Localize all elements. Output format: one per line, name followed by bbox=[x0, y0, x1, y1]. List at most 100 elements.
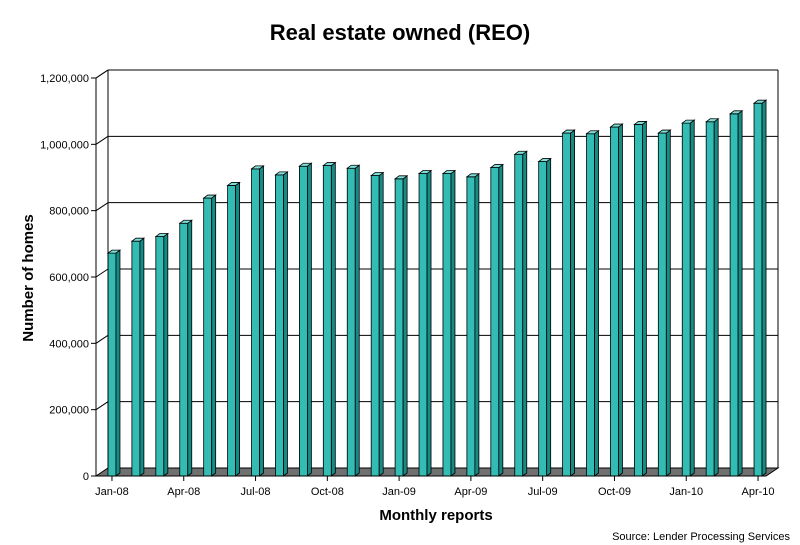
bar-top bbox=[226, 182, 241, 186]
bar-top bbox=[513, 150, 528, 155]
bar bbox=[681, 119, 696, 477]
bar-top bbox=[298, 162, 313, 167]
bar bbox=[752, 99, 768, 477]
bar-face bbox=[155, 236, 165, 477]
bar-face bbox=[586, 133, 595, 477]
bar-top bbox=[106, 249, 122, 254]
x-tick-label: Jan-09 bbox=[382, 486, 416, 498]
x-tick-label: Jul-09 bbox=[528, 486, 558, 498]
x-tick-label: Jan-10 bbox=[669, 486, 703, 498]
bar bbox=[704, 117, 720, 477]
bar-top bbox=[489, 164, 505, 168]
bar-face bbox=[610, 126, 619, 477]
bar-side bbox=[259, 165, 264, 477]
bar-top bbox=[681, 119, 696, 124]
bar bbox=[154, 232, 170, 477]
bar bbox=[106, 249, 122, 477]
bar-top bbox=[561, 129, 576, 134]
x-tick-label: Apr-08 bbox=[167, 486, 200, 498]
axes bbox=[95, 69, 779, 477]
bar-side bbox=[737, 110, 743, 477]
gridline-diag bbox=[95, 202, 109, 212]
bar-top bbox=[657, 129, 672, 134]
bar bbox=[561, 129, 576, 477]
bar-top bbox=[752, 99, 768, 104]
bar bbox=[322, 161, 337, 477]
x-tick-label: Apr-10 bbox=[742, 486, 775, 498]
bar bbox=[298, 162, 313, 477]
bar-top bbox=[465, 173, 481, 178]
y-tick-label: 600,000 bbox=[49, 272, 89, 284]
y-tick-label: 200,000 bbox=[49, 405, 89, 417]
bar-top bbox=[346, 164, 361, 169]
bar-side bbox=[187, 219, 193, 477]
bar-side bbox=[689, 119, 695, 477]
y-axis-ticks: 0 200,000 400,000 600,000 800,000 1,000,000 1,… bbox=[40, 73, 96, 483]
bar-top bbox=[178, 219, 193, 224]
bar-face bbox=[346, 167, 356, 477]
x-tick-label: Jan-08 bbox=[95, 486, 129, 498]
bar bbox=[633, 120, 648, 477]
bar-top bbox=[585, 130, 600, 135]
bar-face bbox=[418, 173, 428, 477]
bar-top bbox=[609, 123, 624, 128]
bar-side bbox=[570, 129, 576, 477]
bar bbox=[274, 171, 289, 477]
bar-top bbox=[417, 170, 433, 174]
bar-side bbox=[618, 123, 623, 477]
bar-face bbox=[466, 176, 476, 477]
bar-face bbox=[562, 132, 572, 477]
bar-face bbox=[633, 124, 643, 477]
bar bbox=[250, 165, 265, 477]
bar bbox=[369, 171, 385, 477]
bar-side bbox=[235, 181, 241, 477]
bar-side bbox=[115, 249, 121, 477]
bar-side bbox=[330, 161, 336, 477]
bar bbox=[728, 110, 744, 477]
bar-side bbox=[522, 150, 528, 477]
bar bbox=[393, 175, 409, 477]
bar-side bbox=[450, 169, 456, 477]
bar-side bbox=[426, 169, 432, 477]
bar bbox=[585, 129, 600, 477]
bar bbox=[178, 219, 193, 477]
bar-face bbox=[657, 132, 667, 477]
bar bbox=[441, 169, 457, 477]
y-axis-title: Number of homes bbox=[20, 214, 37, 342]
bar bbox=[513, 150, 528, 477]
x-axis-ticks: Jan-08 Apr-08 Jul-08 Oct-08 Jan-09 Apr-09 Jul-… bbox=[95, 476, 775, 498]
bar-face bbox=[227, 185, 237, 477]
bar-side bbox=[139, 237, 145, 477]
bar-side bbox=[354, 164, 360, 477]
bar-top bbox=[728, 110, 744, 115]
chart-title: Real estate owned (REO) bbox=[270, 20, 530, 45]
bar-side bbox=[474, 173, 480, 477]
bar-side bbox=[283, 171, 288, 477]
bar-side bbox=[665, 129, 671, 477]
gridline-diag bbox=[95, 268, 109, 278]
bar-face bbox=[753, 102, 763, 477]
x-tick-label: Jul-08 bbox=[241, 486, 271, 498]
gridline-diag bbox=[95, 135, 109, 145]
x-tick-label: Apr-09 bbox=[454, 486, 487, 498]
source-note: Source: Lender Processing Services bbox=[612, 531, 790, 543]
bar-face bbox=[538, 161, 548, 477]
gridlines bbox=[95, 69, 778, 411]
bar-top bbox=[537, 158, 552, 162]
bar bbox=[130, 237, 146, 477]
bar-top bbox=[250, 165, 265, 170]
bar-face bbox=[490, 167, 500, 477]
bar-top bbox=[704, 118, 720, 123]
bar bbox=[202, 194, 217, 477]
bar-face bbox=[729, 113, 739, 477]
gridline-diag bbox=[95, 334, 109, 344]
x-tick-label: Oct-09 bbox=[598, 486, 631, 498]
bar-face bbox=[394, 178, 404, 477]
bar-top bbox=[369, 172, 385, 176]
bar bbox=[657, 129, 672, 477]
bar-side bbox=[594, 129, 599, 477]
bar-face bbox=[275, 174, 284, 477]
bar-face bbox=[705, 121, 715, 477]
bar-face bbox=[442, 173, 452, 477]
